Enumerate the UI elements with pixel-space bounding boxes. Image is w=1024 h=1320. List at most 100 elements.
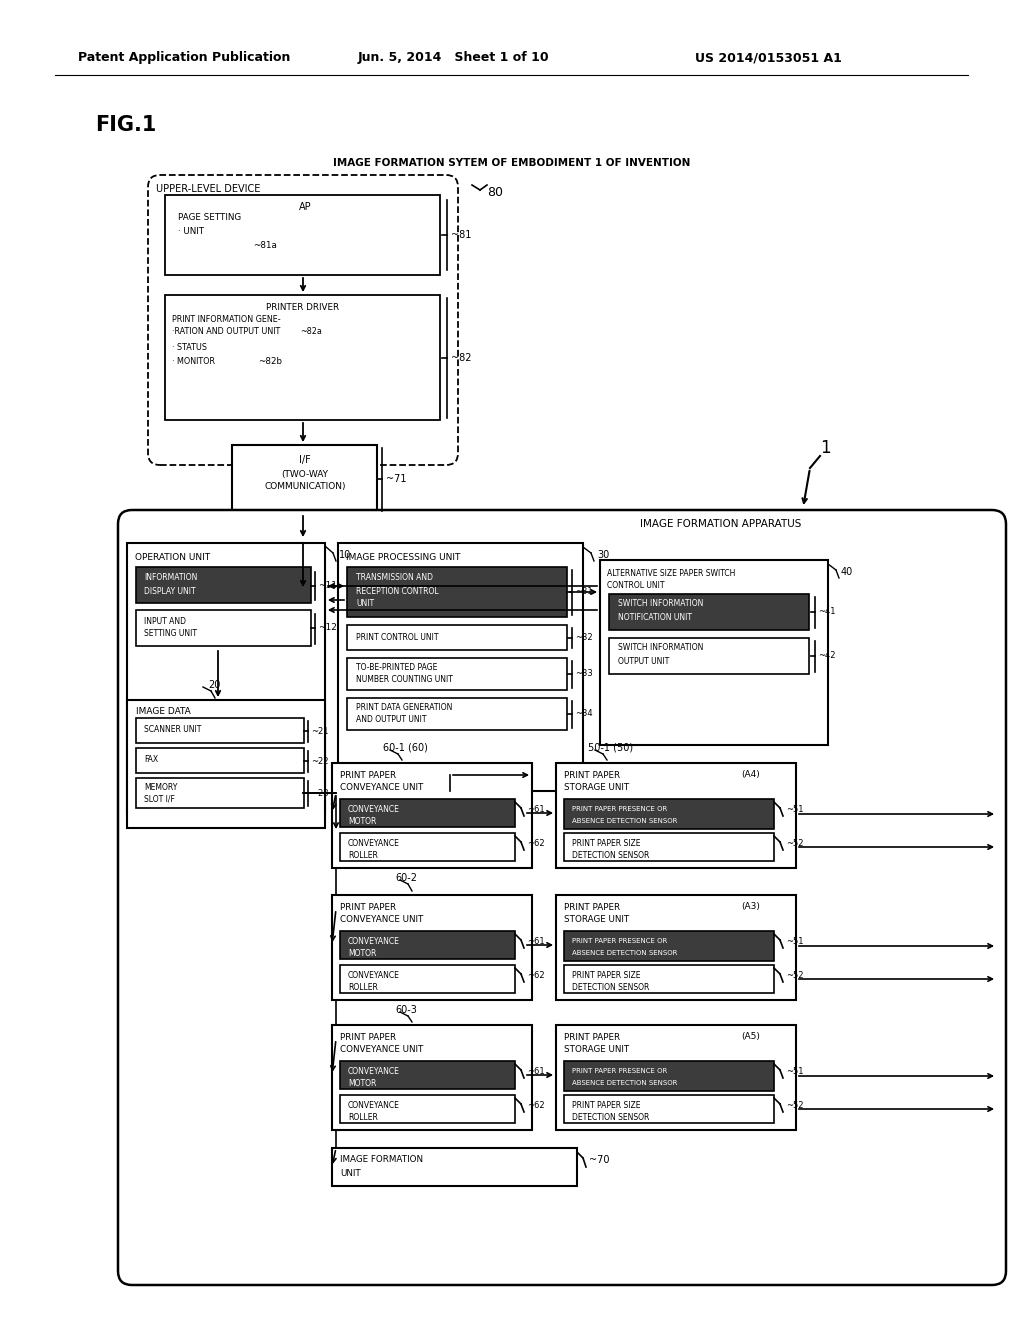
FancyBboxPatch shape [148, 176, 458, 465]
Bar [332, 763, 532, 869]
Bar [232, 445, 377, 513]
Text: CONVEYANCE: CONVEYANCE [348, 937, 400, 946]
Text: PRINT DATA GENERATION: PRINT DATA GENERATION [356, 704, 453, 713]
Text: MEMORY: MEMORY [144, 783, 177, 792]
Text: (TWO-WAY: (TWO-WAY [282, 470, 329, 479]
Text: PRINT PAPER PRESENCE OR: PRINT PAPER PRESENCE OR [572, 807, 668, 812]
Text: FIG.1: FIG.1 [95, 115, 157, 135]
Text: PRINT PAPER: PRINT PAPER [340, 903, 396, 912]
Text: ABSENCE DETECTION SENSOR: ABSENCE DETECTION SENSOR [572, 950, 677, 956]
Text: ~12: ~12 [318, 623, 337, 632]
Text: ~81a: ~81a [253, 242, 276, 251]
Text: PRINTER DRIVER: PRINTER DRIVER [266, 302, 340, 312]
Text: ·RATION AND OUTPUT UNIT: ·RATION AND OUTPUT UNIT [172, 327, 281, 337]
Text: FAX: FAX [144, 755, 158, 764]
Text: SWITCH INFORMATION: SWITCH INFORMATION [618, 644, 703, 652]
Text: (A3): (A3) [741, 903, 760, 912]
Text: DETECTION SENSOR: DETECTION SENSOR [572, 982, 649, 991]
Text: 50-1 (50): 50-1 (50) [588, 743, 633, 752]
Text: Jun. 5, 2014   Sheet 1 of 10: Jun. 5, 2014 Sheet 1 of 10 [358, 51, 550, 65]
Text: 20: 20 [208, 680, 220, 690]
Text: IMAGE PROCESSING UNIT: IMAGE PROCESSING UNIT [346, 553, 461, 561]
Text: ABSENCE DETECTION SENSOR: ABSENCE DETECTION SENSOR [572, 1080, 677, 1086]
Text: CONVEYANCE UNIT: CONVEYANCE UNIT [340, 1045, 423, 1055]
Text: NOTIFICATION UNIT: NOTIFICATION UNIT [618, 612, 692, 622]
Text: UNIT: UNIT [356, 599, 374, 609]
Text: CONVEYANCE: CONVEYANCE [348, 972, 400, 981]
Text: ~61: ~61 [527, 805, 545, 814]
Text: ROLLER: ROLLER [348, 983, 378, 993]
Text: OPERATION UNIT: OPERATION UNIT [135, 553, 210, 561]
Text: AP: AP [299, 202, 311, 213]
Text: RECEPTION CONTROL: RECEPTION CONTROL [356, 586, 438, 595]
Bar [564, 833, 774, 861]
Text: ~62: ~62 [527, 1101, 545, 1110]
Text: ABSENCE DETECTION SENSOR: ABSENCE DETECTION SENSOR [572, 818, 677, 824]
Text: (A4): (A4) [741, 771, 760, 780]
Text: ~41: ~41 [818, 607, 836, 616]
Bar [136, 568, 311, 603]
Text: DETECTION SENSOR: DETECTION SENSOR [572, 1113, 649, 1122]
Bar [564, 799, 774, 829]
Text: STORAGE UNIT: STORAGE UNIT [564, 784, 630, 792]
Bar [347, 624, 567, 649]
Text: ~71: ~71 [386, 474, 407, 484]
Bar [332, 1148, 577, 1185]
Text: DETECTION SENSOR: DETECTION SENSOR [572, 850, 649, 859]
FancyBboxPatch shape [118, 510, 1006, 1284]
Bar [136, 610, 311, 645]
Text: ~31: ~31 [575, 587, 593, 597]
Text: ROLLER: ROLLER [348, 851, 378, 861]
Bar [609, 638, 809, 675]
Bar [127, 700, 325, 828]
Text: PRINT PAPER PRESENCE OR: PRINT PAPER PRESENCE OR [572, 1068, 668, 1074]
Bar [332, 1026, 532, 1130]
Text: ~70: ~70 [589, 1155, 609, 1166]
Text: STORAGE UNIT: STORAGE UNIT [564, 1045, 630, 1055]
Text: PRINT PAPER: PRINT PAPER [564, 1032, 621, 1041]
Text: ALTERNATIVE SIZE PAPER SWITCH: ALTERNATIVE SIZE PAPER SWITCH [607, 569, 735, 578]
Text: TO-BE-PRINTED PAGE: TO-BE-PRINTED PAGE [356, 664, 437, 672]
Text: ~51: ~51 [786, 1068, 804, 1077]
Text: ~82a: ~82a [300, 327, 322, 337]
Text: ~33: ~33 [575, 669, 593, 678]
Text: 60-2: 60-2 [395, 873, 417, 883]
Bar [564, 931, 774, 961]
Bar [564, 1061, 774, 1092]
Bar [556, 1026, 796, 1130]
Bar [338, 543, 583, 791]
Text: PRINT PAPER: PRINT PAPER [340, 771, 396, 780]
Text: 10: 10 [339, 550, 351, 560]
Text: (A5): (A5) [741, 1032, 760, 1041]
Text: ~81: ~81 [451, 230, 471, 240]
Text: TRANSMISSION AND: TRANSMISSION AND [356, 573, 433, 582]
Bar [340, 965, 515, 993]
Bar [556, 763, 796, 869]
Text: 40: 40 [841, 568, 853, 577]
Bar [165, 294, 440, 420]
Text: PRINT PAPER SIZE: PRINT PAPER SIZE [572, 1101, 640, 1110]
Text: CONVEYANCE: CONVEYANCE [348, 840, 400, 849]
Text: PRINT PAPER: PRINT PAPER [564, 903, 621, 912]
Text: ROLLER: ROLLER [348, 1114, 378, 1122]
Text: UPPER-LEVEL DEVICE: UPPER-LEVEL DEVICE [156, 183, 260, 194]
Text: IMAGE FORMATION: IMAGE FORMATION [340, 1155, 423, 1164]
Text: ~52: ~52 [786, 972, 804, 981]
Text: ~62: ~62 [527, 972, 545, 981]
Bar [564, 1096, 774, 1123]
Text: CONTROL UNIT: CONTROL UNIT [607, 582, 665, 590]
Text: Patent Application Publication: Patent Application Publication [78, 51, 291, 65]
Text: 1: 1 [820, 440, 830, 457]
Bar [340, 833, 515, 861]
Text: CONVEYANCE: CONVEYANCE [348, 1101, 400, 1110]
Text: ~32: ~32 [575, 634, 593, 643]
Text: PRINT CONTROL UNIT: PRINT CONTROL UNIT [356, 632, 438, 642]
Text: ~82b: ~82b [258, 356, 282, 366]
Bar [347, 657, 567, 690]
Text: PRINT PAPER SIZE: PRINT PAPER SIZE [572, 970, 640, 979]
Text: INPUT AND: INPUT AND [144, 616, 186, 626]
Text: ~34: ~34 [575, 710, 593, 718]
Text: CONVEYANCE UNIT: CONVEYANCE UNIT [340, 784, 423, 792]
Text: ~61: ~61 [527, 937, 545, 946]
Text: ~82: ~82 [451, 352, 471, 363]
